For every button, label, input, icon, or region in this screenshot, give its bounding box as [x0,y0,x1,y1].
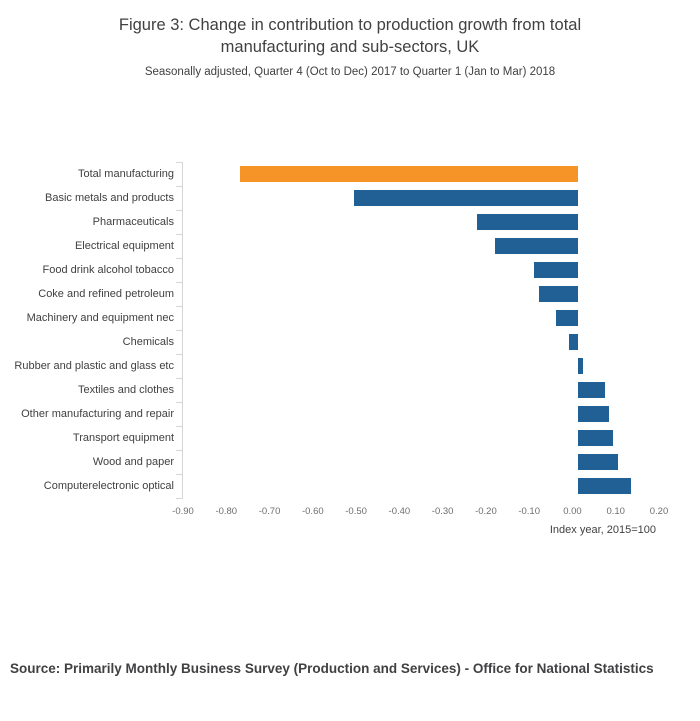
x-axis-tick-label: -0.70 [258,506,281,517]
chart-rows: Total manufacturing Basic metals and prod… [0,162,700,499]
plot-cell [182,426,666,450]
chart-row: Transport equipment [0,426,700,450]
category-label: Textiles and clothes [78,384,174,396]
category-label: Rubber and plastic and glass etc [14,360,174,372]
bar[interactable] [578,478,631,494]
plot-cell [182,210,666,234]
category-label: Transport equipment [72,432,174,444]
plot-cell [182,378,666,402]
x-axis-tick-label: -0.20 [475,506,497,517]
plot-cell [182,186,666,210]
bar[interactable] [578,454,618,470]
x-axis-tick-label: 0.10 [606,506,625,517]
category-label: Basic metals and products [44,192,174,204]
y-axis-tick [176,258,183,259]
category-label: Electrical equipment [74,240,174,252]
x-axis-tick-label: -0.30 [431,506,454,517]
x-axis-tick-label: -0.90 [172,506,194,517]
plot-cell [182,450,666,474]
chart-row: Textiles and clothes [0,378,700,402]
chart-row: Machinery and equipment nec [0,306,700,330]
category-label: Other manufacturing and repair [21,408,174,420]
y-axis-tick [176,282,183,283]
bar[interactable] [569,334,579,350]
bar[interactable] [556,310,579,326]
source-note: Source: Primarily Monthly Business Surve… [10,661,654,676]
y-axis-tick [176,474,183,475]
y-axis-tick [176,162,183,163]
x-axis-tick-label: 0.20 [649,506,669,517]
chart-row: Chemicals [0,330,700,354]
chart-title: Figure 3: Change in contribution to prod… [118,16,582,57]
plot-cell [182,234,666,258]
x-axis-title: Index year, 2015=100 [549,524,656,536]
plot-cell [182,162,666,186]
chart-row: Pharmaceuticals [0,210,700,234]
category-label: Coke and refined petroleum [38,288,174,300]
category-label: Pharmaceuticals [92,216,174,228]
chart-subtitle: Seasonally adjusted, Quarter 4 (Oct to D… [144,65,556,78]
x-axis-tick-label: -0.80 [215,506,238,517]
chart-row: Computerelectronic optical [0,474,700,498]
x-axis-tick-label: -0.10 [518,506,540,517]
bar[interactable] [494,238,579,254]
category-label: Wood and paper [92,456,174,468]
plot-cell [182,354,666,378]
y-axis-tick [176,426,183,427]
chart-row: Other manufacturing and repair [0,402,700,426]
plot-cell [182,306,666,330]
y-axis-tick [176,330,183,331]
plot-cell [182,402,666,426]
chart-row: Rubber and plastic and glass etc [0,354,700,378]
y-axis-tick [176,354,183,355]
y-axis-tick [176,234,183,235]
bar[interactable] [578,406,609,422]
y-axis-tick [176,186,183,187]
chart-row: Basic metals and products [0,186,700,210]
chart-row: Electrical equipment [0,234,700,258]
y-axis-tick [176,306,183,307]
y-axis-tick [176,210,183,211]
x-axis-tick-label: -0.50 [345,506,367,517]
chart-row: Wood and paper [0,450,700,474]
category-label: Computerelectronic optical [43,480,174,492]
x-axis-ticks: -0.90 -0.80 -0.70 -0.60 -0.50 -0.40 -0.30 -0.20… [172,506,668,520]
bar[interactable] [578,430,614,446]
plot-cell [182,258,666,282]
plot-cell [182,474,666,498]
y-axis-tick [176,378,183,379]
plot-cell [182,282,666,306]
y-axis-tick [176,450,183,451]
x-axis-tick-label: -0.40 [388,506,411,517]
category-label: Food drink alcohol tobacco [42,264,174,276]
plot-cell [182,330,666,354]
bar[interactable] [538,286,579,302]
bar[interactable] [354,190,579,206]
category-label: Chemicals [122,336,174,348]
category-label: Machinery and equipment nec [26,312,174,324]
category-label: Total manufacturing [78,168,174,180]
y-axis-tick [176,498,183,499]
x-axis-tick-label: -0.60 [301,506,324,517]
bar[interactable] [477,214,579,230]
bar[interactable] [240,166,579,182]
chart-row: Coke and refined petroleum [0,282,700,306]
x-axis-tick-label: 0.00 [563,506,582,517]
bar-chart: Total manufacturing Basic metals and prod… [0,162,700,536]
y-axis-tick [176,402,183,403]
bar[interactable] [578,382,605,398]
chart-row: Food drink alcohol tobacco [0,258,700,282]
bar[interactable] [534,262,579,278]
chart-row: Total manufacturing [0,162,700,186]
bar[interactable] [578,358,583,374]
